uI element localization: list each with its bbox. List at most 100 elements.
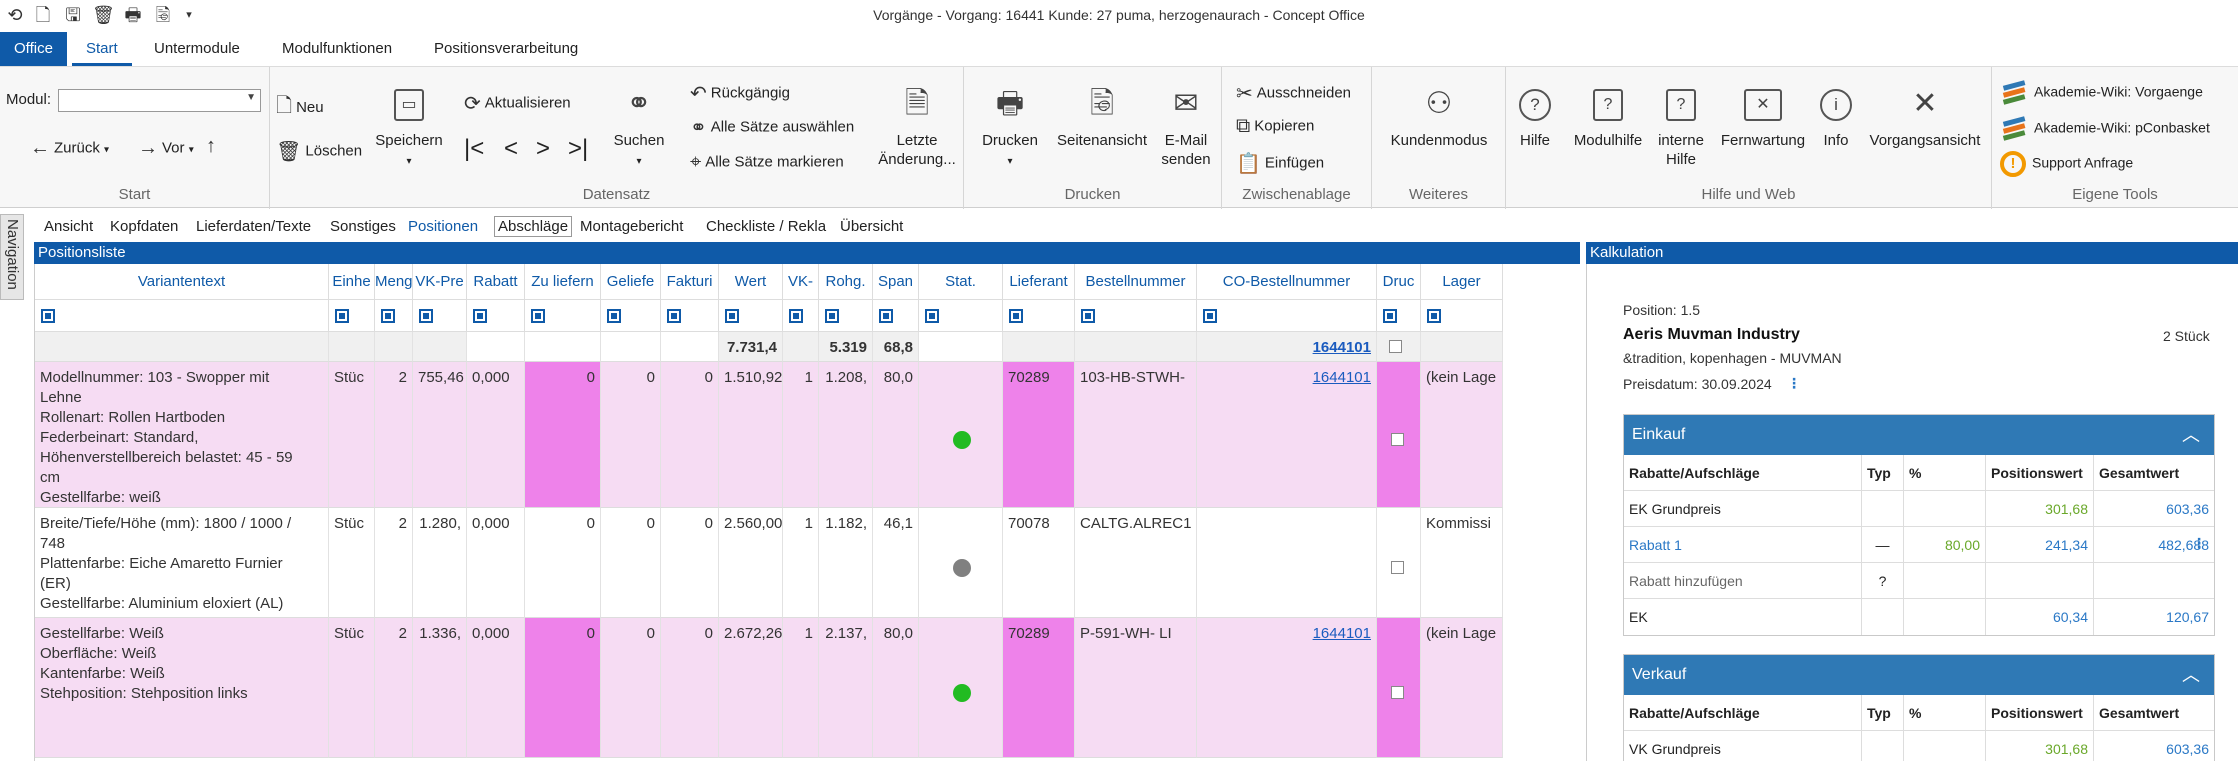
tab-checkliste[interactable]: Checkliste / Rekla <box>706 218 827 235</box>
paste-button[interactable]: 📋 Einfügen <box>1236 151 1324 176</box>
column-header-status[interactable]: Stat. <box>919 264 1003 300</box>
row-2-druck[interactable] <box>1377 508 1421 618</box>
filter-cell-menge[interactable] <box>375 300 413 332</box>
filter-cell-rohgewinn[interactable] <box>819 300 873 332</box>
tab-kopfdaten[interactable]: Kopfdaten <box>110 218 179 235</box>
tab-modulfunktionen[interactable]: Modulfunktionen <box>282 40 393 57</box>
filter-icon[interactable] <box>419 309 433 323</box>
filter-cell-bestellnummer[interactable] <box>1075 300 1197 332</box>
row-3-co-bestellnummer[interactable]: 1644101 <box>1197 618 1377 758</box>
info-button[interactable]: i Info <box>1814 85 1858 150</box>
filter-icon[interactable] <box>1383 309 1397 323</box>
row-1-vk[interactable]: 1 <box>783 362 819 508</box>
filter-icon[interactable] <box>925 309 939 323</box>
row-3-lager[interactable]: (kein Lage <box>1421 618 1503 758</box>
filter-cell-vk[interactable] <box>783 300 819 332</box>
row-3-einheit[interactable]: Stüc <box>329 618 375 758</box>
filter-icon[interactable] <box>473 309 487 323</box>
next-record-button[interactable]: > <box>536 135 550 163</box>
delete-button[interactable]: 🗑 Löschen <box>276 139 362 164</box>
row-1-spanne[interactable]: 80,0 <box>873 362 919 508</box>
row-1-zu-liefern[interactable]: 0 <box>525 362 601 508</box>
up-button[interactable]: ↑ <box>206 135 220 158</box>
row-2-wert[interactable]: 2.560,00 <box>719 508 783 618</box>
last-record-button[interactable]: >| <box>568 135 588 163</box>
wiki-vorgaenge-link[interactable]: Akademie-Wiki: Vorgaenge <box>2000 79 2203 107</box>
row-1-fakturiert[interactable]: 0 <box>661 362 719 508</box>
filter-cell-lieferant[interactable] <box>1003 300 1075 332</box>
filter-cell-lager[interactable] <box>1421 300 1503 332</box>
column-header-wert[interactable]: Wert <box>719 264 783 300</box>
row-1-menge[interactable]: 2 <box>375 362 413 508</box>
tab-sonstiges[interactable]: Sonstiges <box>330 218 396 235</box>
column-header-variantentext[interactable]: Variantentext <box>35 264 329 300</box>
calc-table-row[interactable]: Rabatt hinzufügen? <box>1624 563 2214 599</box>
row-3-spanne[interactable]: 80,0 <box>873 618 919 758</box>
co-order-link[interactable]: 1644101 <box>1312 369 1371 386</box>
cut-button[interactable]: ✂ Ausschneiden <box>1236 81 1351 106</box>
column-header-co-bestellnummer[interactable]: CO-Bestellnummer <box>1197 264 1377 300</box>
row-3-variantentext[interactable]: Gestellfarbe: Weiß Oberfläche: Weiß Kanten… <box>35 618 329 758</box>
filter-icon[interactable] <box>1427 309 1441 323</box>
row-1-geliefert[interactable]: 0 <box>601 362 661 508</box>
row-2-bestellnummer[interactable]: CALTG.ALREC1 <box>1075 508 1197 618</box>
tab-lieferdaten[interactable]: Lieferdaten/Texte <box>196 218 312 235</box>
filter-cell-druck[interactable] <box>1377 300 1421 332</box>
row-1-lager[interactable]: (kein Lage <box>1421 362 1503 508</box>
column-header-menge[interactable]: Meng <box>375 264 413 300</box>
more-options-icon[interactable]: ⋮ <box>1787 375 1801 391</box>
row-2-einheit[interactable]: Stüc <box>329 508 375 618</box>
tab-ansicht[interactable]: Ansicht <box>44 218 94 235</box>
filter-icon[interactable] <box>41 309 55 323</box>
chevron-up-icon[interactable]: ︿ <box>2182 425 2200 445</box>
filter-icon[interactable] <box>381 309 395 323</box>
summary-co-link[interactable]: 1644101 <box>1312 339 1371 356</box>
chevron-up-icon[interactable]: ︿ <box>2182 665 2200 685</box>
column-header-druck[interactable]: Druc <box>1377 264 1421 300</box>
row-3-rohgewinn[interactable]: 2.137, <box>819 618 873 758</box>
row-2-co-bestellnummer[interactable] <box>1197 508 1377 618</box>
refresh-button[interactable]: ⟳ Aktualisieren <box>464 91 571 116</box>
tab-start[interactable]: Start <box>72 32 132 66</box>
dropdown-icon[interactable]: ▾ <box>186 9 192 21</box>
tab-untermodule[interactable]: Untermodule <box>154 40 240 57</box>
row-2-fakturiert[interactable]: 0 <box>661 508 719 618</box>
module-help-button[interactable]: ? Modulhilfe <box>1566 85 1650 150</box>
page-preview-button[interactable]: 🗟 Seitenansicht <box>1054 85 1150 150</box>
row-3-bestellnummer[interactable]: P-591-WH- LI <box>1075 618 1197 758</box>
tab-montagebericht[interactable]: Montagebericht <box>580 218 684 235</box>
tab-positionen[interactable]: Positionen <box>408 218 479 235</box>
row-3-fakturiert[interactable]: 0 <box>661 618 719 758</box>
print-button[interactable]: 🖶 Drucken ▾ <box>978 85 1042 171</box>
row-3-lieferant[interactable]: 70289 <box>1003 618 1075 758</box>
row-2-lieferant[interactable]: 70078 <box>1003 508 1075 618</box>
filter-icon[interactable] <box>1009 309 1023 323</box>
filter-cell-co-bestellnummer[interactable] <box>1197 300 1377 332</box>
calc-table-row[interactable]: EK Grundpreis 301,68 603,36 <box>1624 491 2214 527</box>
row-1-variantentext[interactable]: Modellnummer: 103 - Swopper mit Lehne Roll… <box>35 362 329 508</box>
einkauf-header[interactable]: Einkauf ︿ <box>1624 415 2214 455</box>
filter-icon[interactable] <box>879 309 893 323</box>
co-order-link[interactable]: 1644101 <box>1312 625 1371 642</box>
row-3-vk[interactable]: 1 <box>783 618 819 758</box>
new-doc-icon[interactable]: 🗋 <box>35 5 51 25</box>
new-button[interactable]: 🗋 Neu <box>276 91 324 125</box>
filter-cell-spanne[interactable] <box>873 300 919 332</box>
column-header-geliefert[interactable]: Geliefe <box>601 264 661 300</box>
column-header-lieferant[interactable]: Lieferant <box>1003 264 1075 300</box>
row-1-bestellnummer[interactable]: 103-HB-STWH- <box>1075 362 1197 508</box>
search-button[interactable]: ⚭ Suchen ▾ <box>604 85 674 171</box>
tab-office[interactable]: Office <box>0 32 67 66</box>
column-header-bestellnummer[interactable]: Bestellnummer <box>1075 264 1197 300</box>
row-1-lieferant[interactable]: 70289 <box>1003 362 1075 508</box>
row-3-vk-preis[interactable]: 1.336, <box>413 618 467 758</box>
filter-icon[interactable] <box>531 309 545 323</box>
calc-table-row[interactable]: EK 60,34 120,67 <box>1624 599 2214 635</box>
filter-cell-rabatt[interactable] <box>467 300 525 332</box>
row-2-variantentext[interactable]: Breite/Tiefe/Höhe (mm): 1800 / 1000 / 748… <box>35 508 329 618</box>
row-2-vk-preis[interactable]: 1.280, <box>413 508 467 618</box>
delete-icon[interactable]: 🗑 <box>92 5 115 25</box>
verkauf-header[interactable]: Verkauf ︿ <box>1624 655 2214 695</box>
save-icon[interactable]: 🖫 <box>65 5 81 25</box>
copy-button[interactable]: ⧉ Kopieren <box>1236 115 1314 138</box>
